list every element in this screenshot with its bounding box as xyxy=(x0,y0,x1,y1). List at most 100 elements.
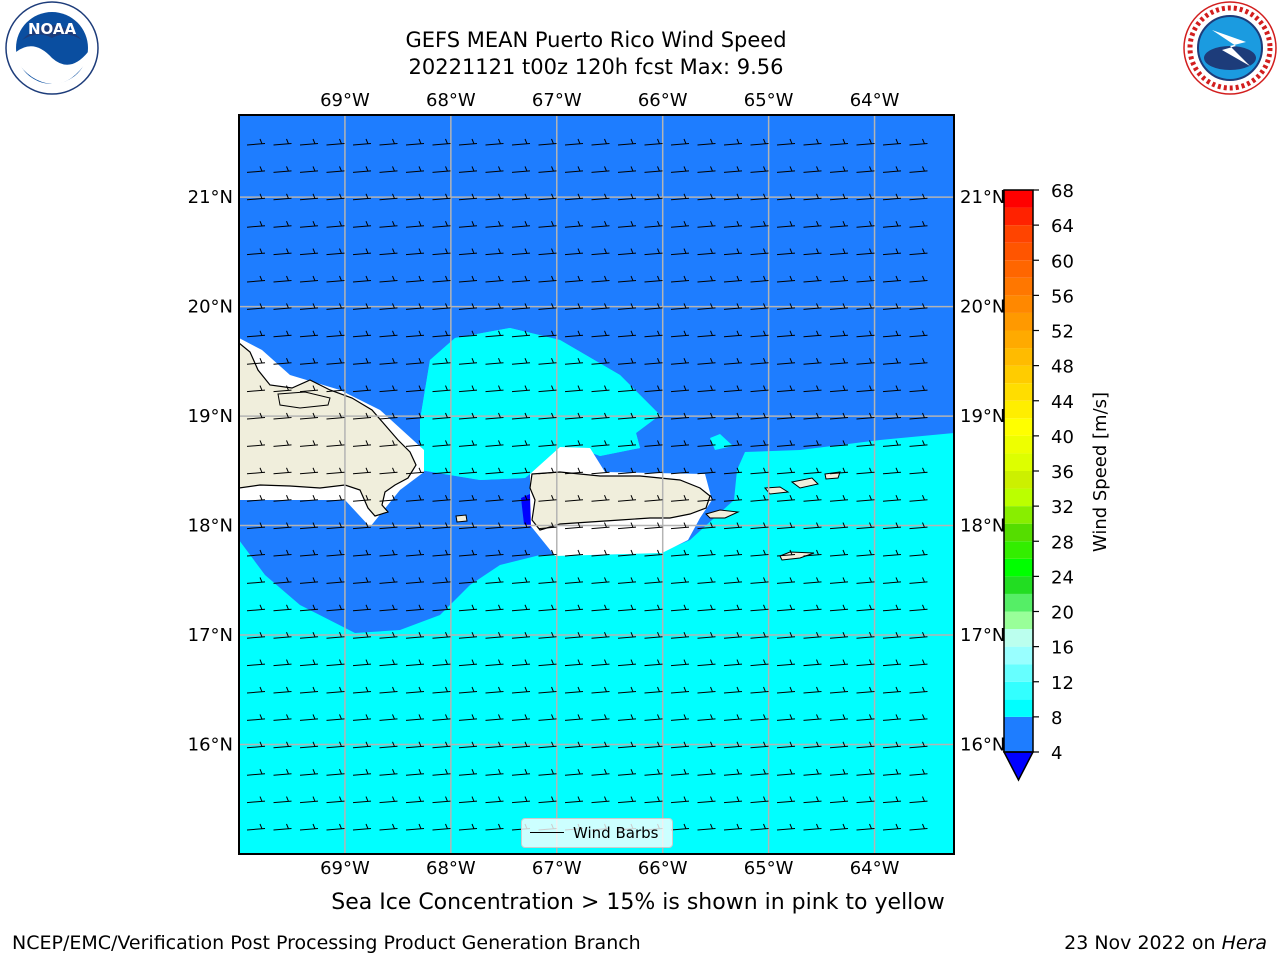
wind-barb-581 xyxy=(485,741,504,749)
wind-barb-178 xyxy=(829,303,849,310)
wind-barb-570 xyxy=(882,714,902,721)
tortuga-coast xyxy=(277,391,331,409)
mona-island-coast xyxy=(455,514,468,523)
wind-field-4-8 xyxy=(239,115,954,633)
lon-label-bottom-1: 68°W xyxy=(426,858,476,879)
wind-barb-287 xyxy=(273,440,292,447)
wind-barb-666 xyxy=(670,823,690,831)
colorbar-segment-28 xyxy=(1004,225,1033,243)
wind-barb-440 xyxy=(882,577,902,584)
wind-barb-184 xyxy=(299,330,319,338)
wind-barb-126 xyxy=(829,248,849,256)
wind-barb-101 xyxy=(856,221,875,228)
wind-barb-633 xyxy=(485,796,504,804)
wind-barb-40 xyxy=(617,166,637,173)
wind-barb-110 xyxy=(405,248,425,256)
wind-barb-427 xyxy=(538,577,557,584)
wind-barb-193 xyxy=(538,330,557,338)
nws-logo xyxy=(1183,1,1277,95)
wind-under-4-patch xyxy=(521,494,531,528)
wind-barb-504 xyxy=(511,659,531,667)
forecast-info: 20221121 t00z 120h fcst Max: 9.56 xyxy=(408,55,784,79)
wind-barb-151 xyxy=(803,275,822,283)
footer-date-text: 23 Nov 2022 on xyxy=(1064,932,1222,954)
wind-barb-431 xyxy=(644,577,663,584)
colorbar-segment-21 xyxy=(1004,348,1033,366)
wind-barb-224 xyxy=(670,358,690,365)
wind-barb-160 xyxy=(352,303,372,310)
wind-barb-31 xyxy=(379,166,398,173)
wind-barb-483 xyxy=(644,632,663,639)
wind-barb-92 xyxy=(617,221,637,228)
wind-barb-545 xyxy=(909,686,928,694)
wind-barb-321 xyxy=(485,467,504,475)
wind-barb-652 xyxy=(299,823,319,831)
wind-barb-125 xyxy=(803,248,822,256)
wind-barb-542 xyxy=(829,686,849,694)
wind-barb-37 xyxy=(538,166,557,173)
wind-barb-247 xyxy=(591,385,610,393)
wind-barb-364 xyxy=(246,522,266,530)
wind-barb-376 xyxy=(564,522,584,530)
wind-barb-540 xyxy=(776,686,796,694)
lon-label-bottom-2: 67°W xyxy=(532,858,582,879)
wind-barb-338 xyxy=(246,495,266,502)
wind-barb-308 xyxy=(829,440,849,447)
wind-barb-443 xyxy=(273,604,292,612)
lat-label-left-0: 16°N xyxy=(188,735,233,756)
wind-barb-591 xyxy=(750,741,769,749)
wind-barb-186 xyxy=(352,330,372,338)
wind-barb-324 xyxy=(564,467,584,475)
wind-barb-467 xyxy=(909,604,928,612)
wind-barb-423 xyxy=(432,577,451,584)
wind-barb-390 xyxy=(246,549,266,557)
wind-barb-73 xyxy=(803,193,822,201)
wind-barb-672 xyxy=(829,823,849,831)
colorbar-segment-27 xyxy=(1004,242,1033,261)
wind-barb-552 xyxy=(405,714,425,721)
lon-label-top-1: 68°W xyxy=(426,90,476,111)
wind-barb-276 xyxy=(670,412,690,420)
wind-barb-533 xyxy=(591,686,610,694)
wind-barb-300 xyxy=(617,440,637,447)
wind-barb-482 xyxy=(617,632,637,639)
wind-barb-204 xyxy=(829,330,849,338)
wind-barb-644 xyxy=(776,796,796,804)
wind-barb-269 xyxy=(485,412,504,420)
wind-barb-606 xyxy=(458,769,478,776)
wind-barb-239 xyxy=(379,385,398,393)
wind-barb-237 xyxy=(326,385,345,393)
wind-barb-479 xyxy=(538,632,557,639)
wind-barb-270 xyxy=(511,412,531,420)
wind-barb-455 xyxy=(591,604,610,612)
wind-barb-525 xyxy=(379,686,398,694)
wind-barb-230 xyxy=(829,358,849,365)
legend-barb-line xyxy=(530,832,564,833)
wind-barb-291 xyxy=(379,440,398,447)
graticule xyxy=(239,115,954,854)
wind-barb-433 xyxy=(697,577,716,584)
wind-barb-410 xyxy=(776,549,796,557)
colorbar-segment-17 xyxy=(1004,418,1033,436)
colorbar-segment-22 xyxy=(1004,330,1033,349)
wind-barb-210 xyxy=(299,358,319,365)
wind-barb-42 xyxy=(670,166,690,173)
wind-barb-214 xyxy=(405,358,425,365)
wind-barb-355 xyxy=(697,495,716,502)
wind-barb-54 xyxy=(299,193,319,201)
wind-barb-143 xyxy=(591,275,610,283)
colorbar-segment-20 xyxy=(1004,365,1033,384)
colorbar-segment-0 xyxy=(1004,716,1033,752)
wind-barb-562 xyxy=(670,714,690,721)
wind-barb-558 xyxy=(564,714,584,721)
wind-barb-254 xyxy=(776,385,796,393)
wind-barb-553 xyxy=(432,714,451,721)
wind-barb-238 xyxy=(352,385,372,393)
wind-barb-253 xyxy=(750,385,769,393)
wind-barb-551 xyxy=(379,714,398,721)
wind-barb-35 xyxy=(485,166,504,173)
wind-barb-11 xyxy=(538,138,557,146)
vieques-coast xyxy=(705,509,740,519)
wind-barb-343 xyxy=(379,495,398,502)
wind-barb-650 xyxy=(246,823,266,831)
